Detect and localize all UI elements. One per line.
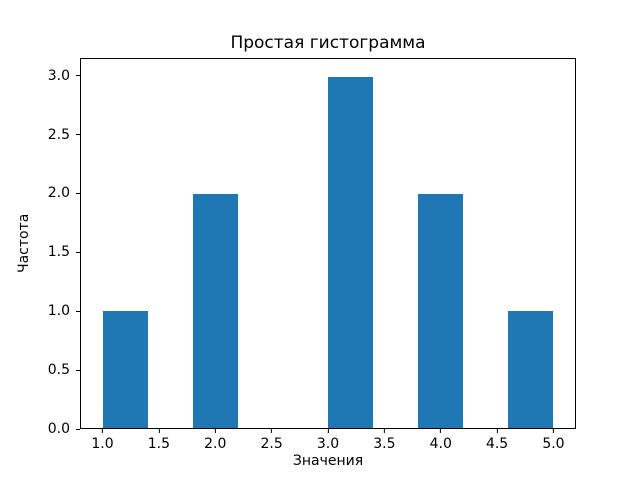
histogram-bar — [193, 193, 239, 428]
x-tick-mark — [440, 429, 442, 433]
histogram-bar — [103, 310, 149, 428]
x-tick: 1.0 — [91, 429, 114, 452]
plot-area — [80, 58, 576, 429]
x-tick-mark — [158, 429, 160, 433]
y-tick-label: 0.5 — [47, 362, 70, 379]
y-tick: 0.0 — [48, 421, 80, 437]
y-tick-mark — [76, 369, 80, 371]
x-tick: 4.5 — [486, 429, 508, 452]
x-tick-mark — [552, 429, 554, 433]
x-tick: 3.0 — [317, 429, 339, 452]
y-tick: 1.5 — [48, 244, 80, 260]
y-tick: 1.0 — [48, 303, 80, 319]
x-tick-mark — [383, 429, 385, 433]
x-tick-label: 3.0 — [316, 436, 340, 452]
x-tick: 2.0 — [204, 429, 226, 452]
y-tick-label: 1.5 — [47, 244, 70, 261]
histogram-bar — [328, 76, 373, 428]
y-tick-label: 0.0 — [47, 421, 70, 437]
y-tick: 2.5 — [48, 127, 80, 143]
x-axis-label: Значения — [292, 453, 364, 469]
chart-title: Простая гистограмма — [230, 33, 426, 53]
x-tick-mark — [327, 429, 329, 433]
x-tick-label: 4.0 — [429, 436, 452, 452]
x-tick: 4.0 — [430, 429, 452, 452]
y-tick-mark — [76, 251, 80, 253]
y-tick-mark — [76, 428, 80, 430]
y-tick-label: 2.0 — [47, 185, 70, 202]
x-tick: 1.5 — [148, 429, 170, 452]
x-tick-mark — [271, 429, 273, 433]
y-tick-mark — [76, 310, 80, 312]
x-tick-label: 2.5 — [260, 436, 283, 452]
histogram-bar — [507, 310, 553, 428]
y-axis-label: Частота — [16, 213, 32, 274]
x-tick-label: 1.5 — [147, 436, 171, 452]
x-tick-label: 5.0 — [542, 436, 565, 452]
x-tick: 3.5 — [373, 429, 395, 452]
x-tick-label: 4.5 — [485, 436, 509, 452]
histogram-bar — [417, 193, 463, 428]
x-tick-mark — [496, 429, 498, 433]
y-tick-label: 2.5 — [47, 126, 70, 143]
x-tick-label: 3.5 — [373, 436, 396, 452]
y-tick-mark — [76, 75, 80, 77]
x-tick-mark — [102, 429, 104, 433]
x-tick-label: 2.0 — [204, 436, 227, 452]
y-tick-mark — [76, 134, 80, 136]
x-tick: 5.0 — [542, 429, 565, 452]
y-tick-label: 3.0 — [47, 67, 70, 84]
x-tick-mark — [214, 429, 216, 433]
y-tick: 3.0 — [48, 68, 80, 84]
x-tick: 2.5 — [260, 429, 283, 452]
y-tick: 0.5 — [48, 362, 80, 378]
x-tick-label: 1.0 — [91, 436, 114, 452]
y-tick-mark — [76, 192, 80, 194]
y-tick-label: 1.0 — [47, 303, 70, 320]
y-tick: 2.0 — [48, 185, 80, 201]
y-axis-ticks: 0.0 0.5 1.0 1.5 2.0 2.5 3.0 — [0, 58, 80, 437]
